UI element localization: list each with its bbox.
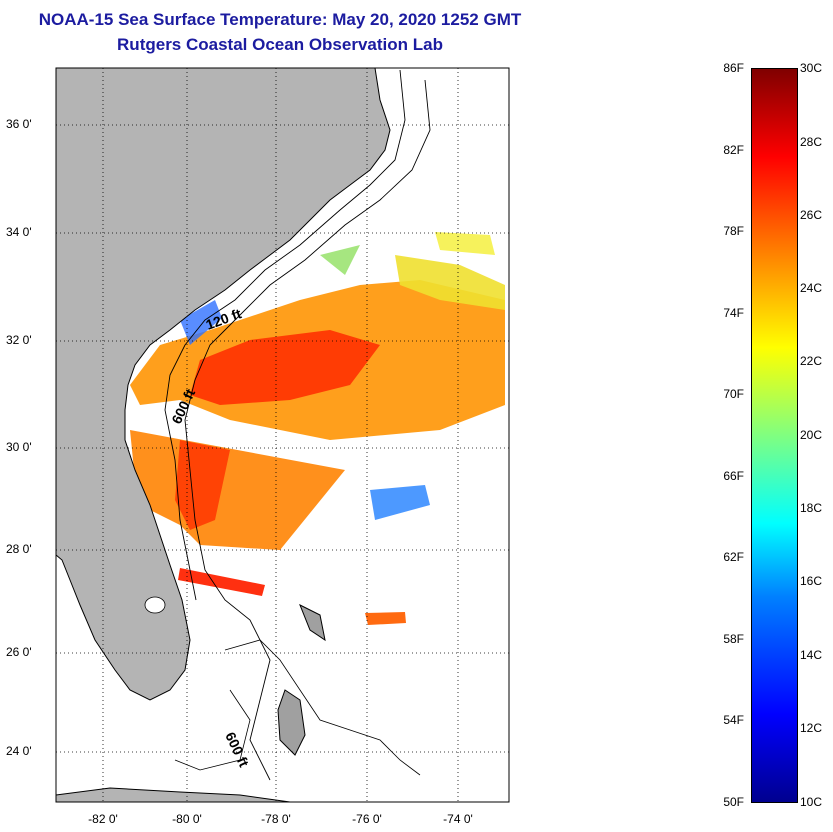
colorbar-c-22: 22C	[800, 354, 823, 368]
lat-label-30: 30 0'	[6, 440, 32, 454]
colorbar-c-12: 12C	[800, 721, 823, 735]
colorbar-c-18: 18C	[800, 501, 823, 515]
map-frame	[55, 67, 510, 803]
sst-swath-yellow-n	[435, 232, 495, 255]
colorbar-f-54: 54F	[723, 713, 744, 727]
lat-label-34: 34 0'	[6, 225, 32, 239]
lon-label-76: -76 0'	[352, 812, 382, 826]
sst-swath-yellow-ne	[395, 255, 505, 310]
land-andros	[277, 689, 306, 756]
sst-swath-north-core	[190, 330, 380, 405]
lake-okeechobee	[144, 596, 166, 614]
sst-strip-27	[178, 568, 265, 596]
sst-patch-green	[320, 245, 360, 275]
sst-patch-coast-blue	[180, 300, 222, 345]
contour-120ft	[164, 69, 406, 601]
lon-label-80: -80 0'	[172, 812, 202, 826]
colorbar-c-10: 10C	[800, 795, 823, 809]
land-abaco	[299, 603, 326, 642]
map-subtitle: Rutgers Coastal Ocean Observation Lab	[117, 35, 443, 54]
map-title: NOAA-15 Sea Surface Temperature: May 20,…	[38, 10, 522, 29]
colorbar-f-66: 66F	[723, 469, 744, 483]
colorbar-f-50: 50F	[723, 795, 744, 809]
colorbar-c-28: 28C	[800, 135, 823, 149]
contour-bahamas	[174, 639, 421, 776]
sst-patch-east	[370, 485, 430, 520]
colorbar-c-16: 16C	[800, 574, 823, 588]
lat-label-28: 28 0'	[6, 542, 32, 556]
sst-swath-south-core	[175, 440, 230, 530]
lon-label-78: -78 0'	[261, 812, 291, 826]
colorbar-f-62: 62F	[723, 550, 744, 564]
colorbar-f-78: 78F	[723, 224, 744, 238]
lat-label-24: 24 0'	[6, 744, 32, 758]
colorbar-c-20: 20C	[800, 428, 823, 442]
lon-label-82: -82 0'	[88, 812, 118, 826]
colorbar-f-74: 74F	[723, 306, 744, 320]
sst-patch-bahamas	[365, 612, 406, 625]
temperature-colorbar	[751, 68, 798, 803]
lat-label-26: 26 0'	[6, 645, 32, 659]
lat-label-36: 36 0'	[6, 117, 32, 131]
colorbar-f-82: 82F	[723, 143, 744, 157]
lat-label-32: 32 0'	[6, 333, 32, 347]
lon-label-74: -74 0'	[443, 812, 473, 826]
colorbar-f-86: 86F	[723, 61, 744, 75]
land-us-coast	[56, 68, 391, 701]
colorbar-c-24: 24C	[800, 281, 823, 295]
colorbar-c-14: 14C	[800, 648, 823, 662]
contour-600ft	[184, 79, 431, 781]
land-cuba	[56, 787, 291, 802]
colorbar-c-30: 30C	[800, 61, 823, 75]
colorbar-f-70: 70F	[723, 387, 744, 401]
colorbar-c-26: 26C	[800, 208, 823, 222]
colorbar-f-58: 58F	[723, 632, 744, 646]
